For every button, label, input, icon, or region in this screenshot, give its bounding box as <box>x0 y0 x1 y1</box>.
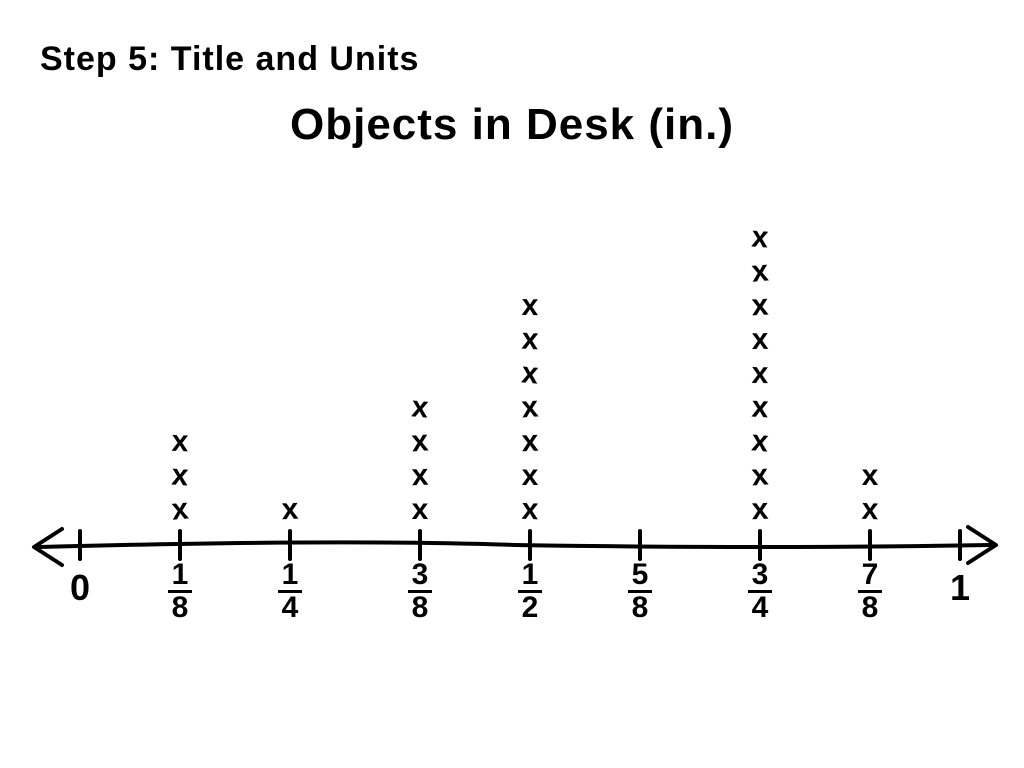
fraction-numerator: 5 <box>628 560 653 593</box>
fraction-denominator: 4 <box>748 593 773 623</box>
tick-label: 38 <box>390 560 450 623</box>
x-mark: x <box>500 288 561 323</box>
x-mark: x <box>729 287 791 324</box>
tick-label-fraction: 58 <box>628 560 653 623</box>
tick-label-fraction: 38 <box>408 560 433 623</box>
mark-stack: xxxxxxx <box>500 289 560 527</box>
tick-label-fraction: 34 <box>748 560 773 623</box>
x-mark: x <box>499 354 562 393</box>
tick-label-whole: 1 <box>930 560 990 606</box>
x-mark: x <box>389 458 450 494</box>
fraction-numerator: 7 <box>858 560 883 593</box>
tick-label: 34 <box>730 560 790 623</box>
x-mark: x <box>259 492 320 528</box>
x-mark: x <box>149 424 210 460</box>
mark-stack: x <box>260 493 320 527</box>
page: Step 5: Title and Units Objects in Desk … <box>0 0 1024 768</box>
tick-label: 18 <box>150 560 210 623</box>
tick-label-fraction: 14 <box>278 560 303 623</box>
x-mark: x <box>729 219 791 257</box>
tick-label-fraction: 78 <box>858 560 883 623</box>
fraction-denominator: 8 <box>858 593 883 623</box>
x-mark: x <box>729 492 790 528</box>
tick-label-fraction: 12 <box>518 560 543 623</box>
mark-stack: xxx <box>150 425 210 527</box>
fraction-denominator: 8 <box>168 593 193 623</box>
fraction-denominator: 8 <box>408 593 433 623</box>
x-mark: x <box>839 492 900 528</box>
tick-label-fraction: 18 <box>168 560 193 623</box>
tick-label: 78 <box>840 560 900 623</box>
line-plot: 0xxx18x14xxxx38xxxxxxx1258xxxxxxxxx34xx7… <box>0 0 1024 768</box>
fraction-numerator: 3 <box>408 560 433 593</box>
tick-label: 14 <box>260 560 320 623</box>
fraction-numerator: 3 <box>748 560 773 593</box>
x-mark: x <box>729 252 792 291</box>
fraction-denominator: 8 <box>628 593 653 623</box>
x-mark: x <box>730 322 791 357</box>
x-mark: x <box>840 459 900 493</box>
tick-label: 1 <box>930 560 990 606</box>
x-mark: x <box>500 459 560 493</box>
x-mark: x <box>499 492 560 528</box>
mark-stack: xxxx <box>390 391 450 527</box>
mark-stack: xxxxxxxxx <box>730 221 790 527</box>
x-mark: x <box>499 389 561 427</box>
x-mark: x <box>149 490 212 529</box>
x-mark: x <box>389 423 451 461</box>
tick-label-whole: 0 <box>50 560 110 606</box>
fraction-numerator: 1 <box>518 560 543 593</box>
x-mark: x <box>729 389 791 426</box>
tick-label: 12 <box>500 560 560 623</box>
x-mark: x <box>149 457 211 495</box>
x-mark: x <box>499 321 561 358</box>
x-mark: x <box>389 388 452 427</box>
fraction-denominator: 4 <box>278 593 303 623</box>
x-mark: x <box>730 356 791 391</box>
fraction-numerator: 1 <box>278 560 303 593</box>
tick-label: 0 <box>50 560 110 606</box>
fraction-numerator: 1 <box>168 560 193 593</box>
x-mark: x <box>729 422 792 461</box>
x-mark: x <box>390 493 450 527</box>
mark-stack: xx <box>840 459 900 527</box>
x-mark: x <box>499 424 560 460</box>
tick-label: 58 <box>610 560 670 623</box>
x-mark: x <box>729 457 791 495</box>
fraction-denominator: 2 <box>518 593 543 623</box>
